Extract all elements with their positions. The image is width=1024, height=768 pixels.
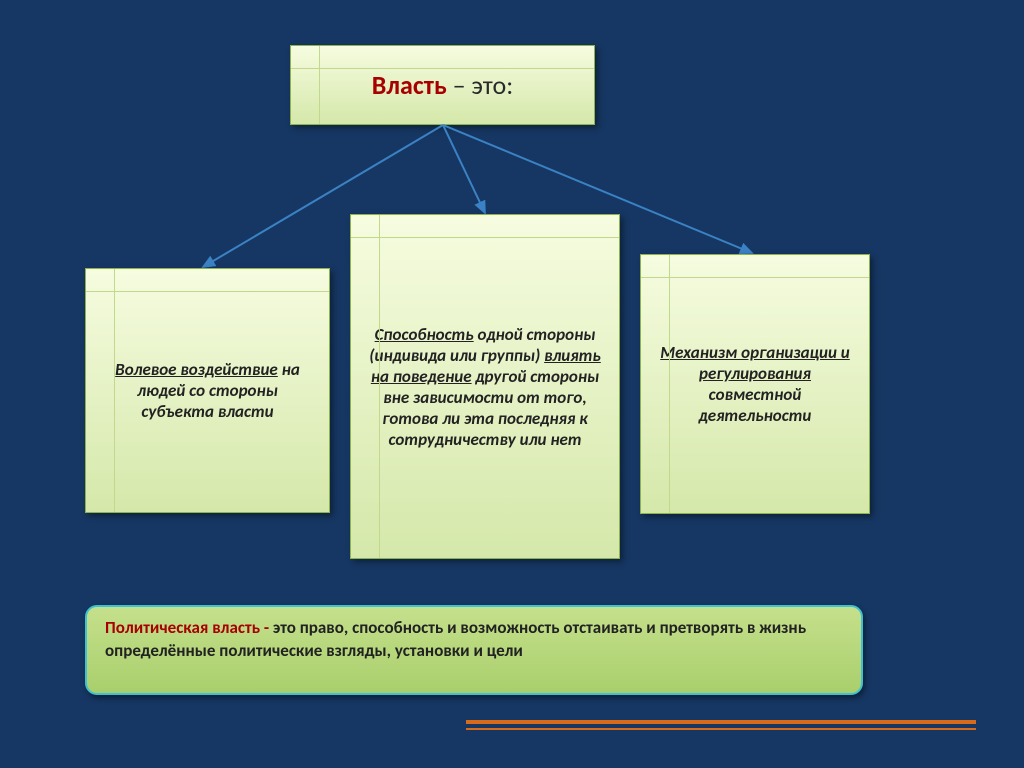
card-1: Волевое воздействие на людей со стороны … xyxy=(85,268,330,513)
card-2: Способность одной стороны (индивида или … xyxy=(350,214,620,559)
title-emph: Власть xyxy=(372,69,447,101)
accent-underline-thin xyxy=(466,728,976,730)
card1-underlined: Волевое воздействие xyxy=(115,359,278,380)
accent-underline-thick xyxy=(466,720,976,724)
title-rest: – это: xyxy=(453,69,514,101)
definition-emph: Политическая власть - xyxy=(105,617,269,638)
card3-t1: совместной деятельности xyxy=(699,384,812,426)
arrow-mid xyxy=(443,125,485,213)
title-box: Власть – это: xyxy=(290,45,595,125)
definition-box: Политическая власть - это право, способн… xyxy=(85,605,863,695)
card-3: Механизм организации и регулирования сов… xyxy=(640,254,870,514)
card2-u1: Способность xyxy=(375,324,474,345)
card3-u1: Механизм организации и регулирования xyxy=(660,342,850,384)
